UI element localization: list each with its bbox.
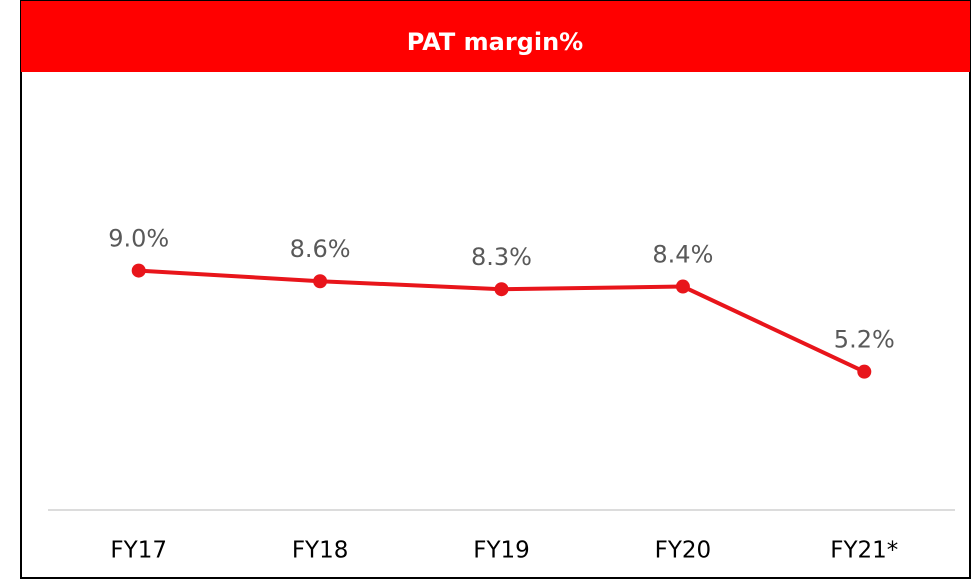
point [131, 263, 146, 278]
point [313, 274, 328, 289]
value-label: 9.0% [108, 225, 169, 253]
point [675, 279, 690, 294]
point [857, 364, 872, 379]
x-tick-label: FY21* [830, 538, 898, 564]
value-label: 8.3% [471, 243, 532, 271]
value-label: 5.2% [834, 326, 895, 354]
header-bar [21, 1, 970, 72]
x-tick-label: FY19 [473, 538, 530, 564]
x-tick-label: FY20 [655, 538, 712, 564]
point [494, 282, 509, 297]
x-tick-label: FY18 [292, 538, 349, 564]
value-label: 8.6% [290, 235, 351, 263]
value-label: 8.4% [652, 241, 713, 269]
x-tick-label: FY17 [110, 538, 167, 564]
chart-title: PAT margin% [407, 28, 583, 56]
